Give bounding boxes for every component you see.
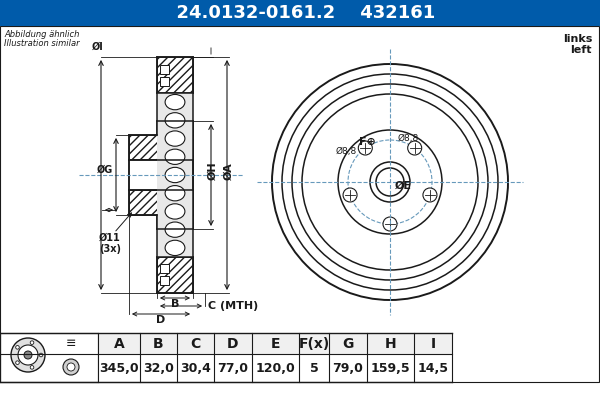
Ellipse shape: [165, 240, 185, 256]
Text: B: B: [153, 336, 164, 350]
Circle shape: [16, 346, 19, 349]
Text: Illustration similar: Illustration similar: [4, 39, 80, 48]
Text: Ø11: Ø11: [99, 233, 121, 243]
Ellipse shape: [165, 131, 185, 146]
Bar: [160, 65, 169, 74]
Circle shape: [383, 217, 397, 231]
Text: 24.0132-0161.2    432161: 24.0132-0161.2 432161: [164, 4, 436, 22]
Text: B: B: [171, 299, 179, 309]
Text: 77,0: 77,0: [218, 362, 248, 374]
Text: Ø8,8: Ø8,8: [335, 146, 356, 156]
Bar: [157, 121, 193, 135]
Text: 30,4: 30,4: [180, 362, 211, 374]
Circle shape: [423, 188, 437, 202]
Ellipse shape: [165, 186, 185, 201]
Bar: [160, 264, 169, 273]
Bar: [157, 93, 193, 257]
Text: ØI: ØI: [92, 42, 104, 52]
Text: D: D: [157, 315, 166, 325]
Text: I: I: [430, 336, 436, 350]
Circle shape: [16, 361, 19, 364]
Bar: [0, 0, 600, 26]
Text: 5: 5: [310, 362, 319, 374]
Circle shape: [11, 338, 45, 372]
Circle shape: [18, 345, 38, 365]
Text: ØE: ØE: [395, 181, 412, 191]
Bar: [160, 276, 169, 285]
Bar: [98, 333, 452, 382]
Ellipse shape: [165, 204, 185, 219]
Circle shape: [343, 188, 357, 202]
Bar: [157, 215, 193, 229]
Text: 345,0: 345,0: [99, 362, 139, 374]
Text: ≡: ≡: [66, 336, 76, 350]
Circle shape: [30, 341, 34, 344]
Bar: [160, 77, 169, 86]
Bar: [157, 257, 193, 293]
Bar: [129, 190, 193, 215]
Text: 32,0: 32,0: [143, 362, 174, 374]
Circle shape: [30, 366, 34, 369]
Bar: [129, 160, 193, 190]
Text: Abbildung ähnlich: Abbildung ähnlich: [4, 30, 79, 39]
Ellipse shape: [165, 167, 185, 183]
Text: 14,5: 14,5: [418, 362, 449, 374]
Circle shape: [267, 59, 513, 305]
Text: Ø8,8: Ø8,8: [398, 134, 419, 142]
Circle shape: [63, 359, 79, 375]
Bar: [157, 57, 193, 93]
Circle shape: [24, 351, 32, 359]
Text: 79,0: 79,0: [332, 362, 364, 374]
Text: A: A: [113, 336, 124, 350]
Text: (3x): (3x): [99, 244, 121, 254]
Bar: [129, 135, 193, 160]
Bar: [129, 135, 193, 160]
Text: H: H: [385, 336, 397, 350]
Ellipse shape: [165, 94, 185, 110]
Bar: [0, 26, 600, 334]
Text: ØG: ØG: [97, 165, 113, 175]
Text: C (MTH): C (MTH): [208, 301, 258, 311]
Circle shape: [67, 363, 75, 371]
Text: 159,5: 159,5: [371, 362, 410, 374]
Bar: [0, 26, 599, 382]
Bar: [157, 257, 193, 293]
Circle shape: [358, 141, 373, 155]
Bar: [157, 57, 193, 93]
Text: G: G: [343, 336, 353, 350]
Text: C: C: [190, 336, 200, 350]
Circle shape: [39, 353, 43, 357]
Text: F⊕: F⊕: [359, 137, 376, 147]
Text: left: left: [571, 45, 592, 55]
Ellipse shape: [165, 149, 185, 164]
Bar: [98, 333, 452, 354]
Ellipse shape: [165, 222, 185, 237]
Text: links: links: [563, 34, 592, 44]
Circle shape: [407, 141, 422, 155]
Text: ØA: ØA: [224, 162, 234, 180]
Bar: [157, 215, 193, 229]
Bar: [0, 333, 98, 382]
Ellipse shape: [165, 113, 185, 128]
Text: F(x): F(x): [298, 336, 329, 350]
Text: E: E: [271, 336, 280, 350]
Text: 120,0: 120,0: [256, 362, 295, 374]
Text: D: D: [227, 336, 239, 350]
Text: ØH: ØH: [208, 161, 218, 180]
Bar: [129, 190, 193, 215]
Bar: [157, 121, 193, 135]
